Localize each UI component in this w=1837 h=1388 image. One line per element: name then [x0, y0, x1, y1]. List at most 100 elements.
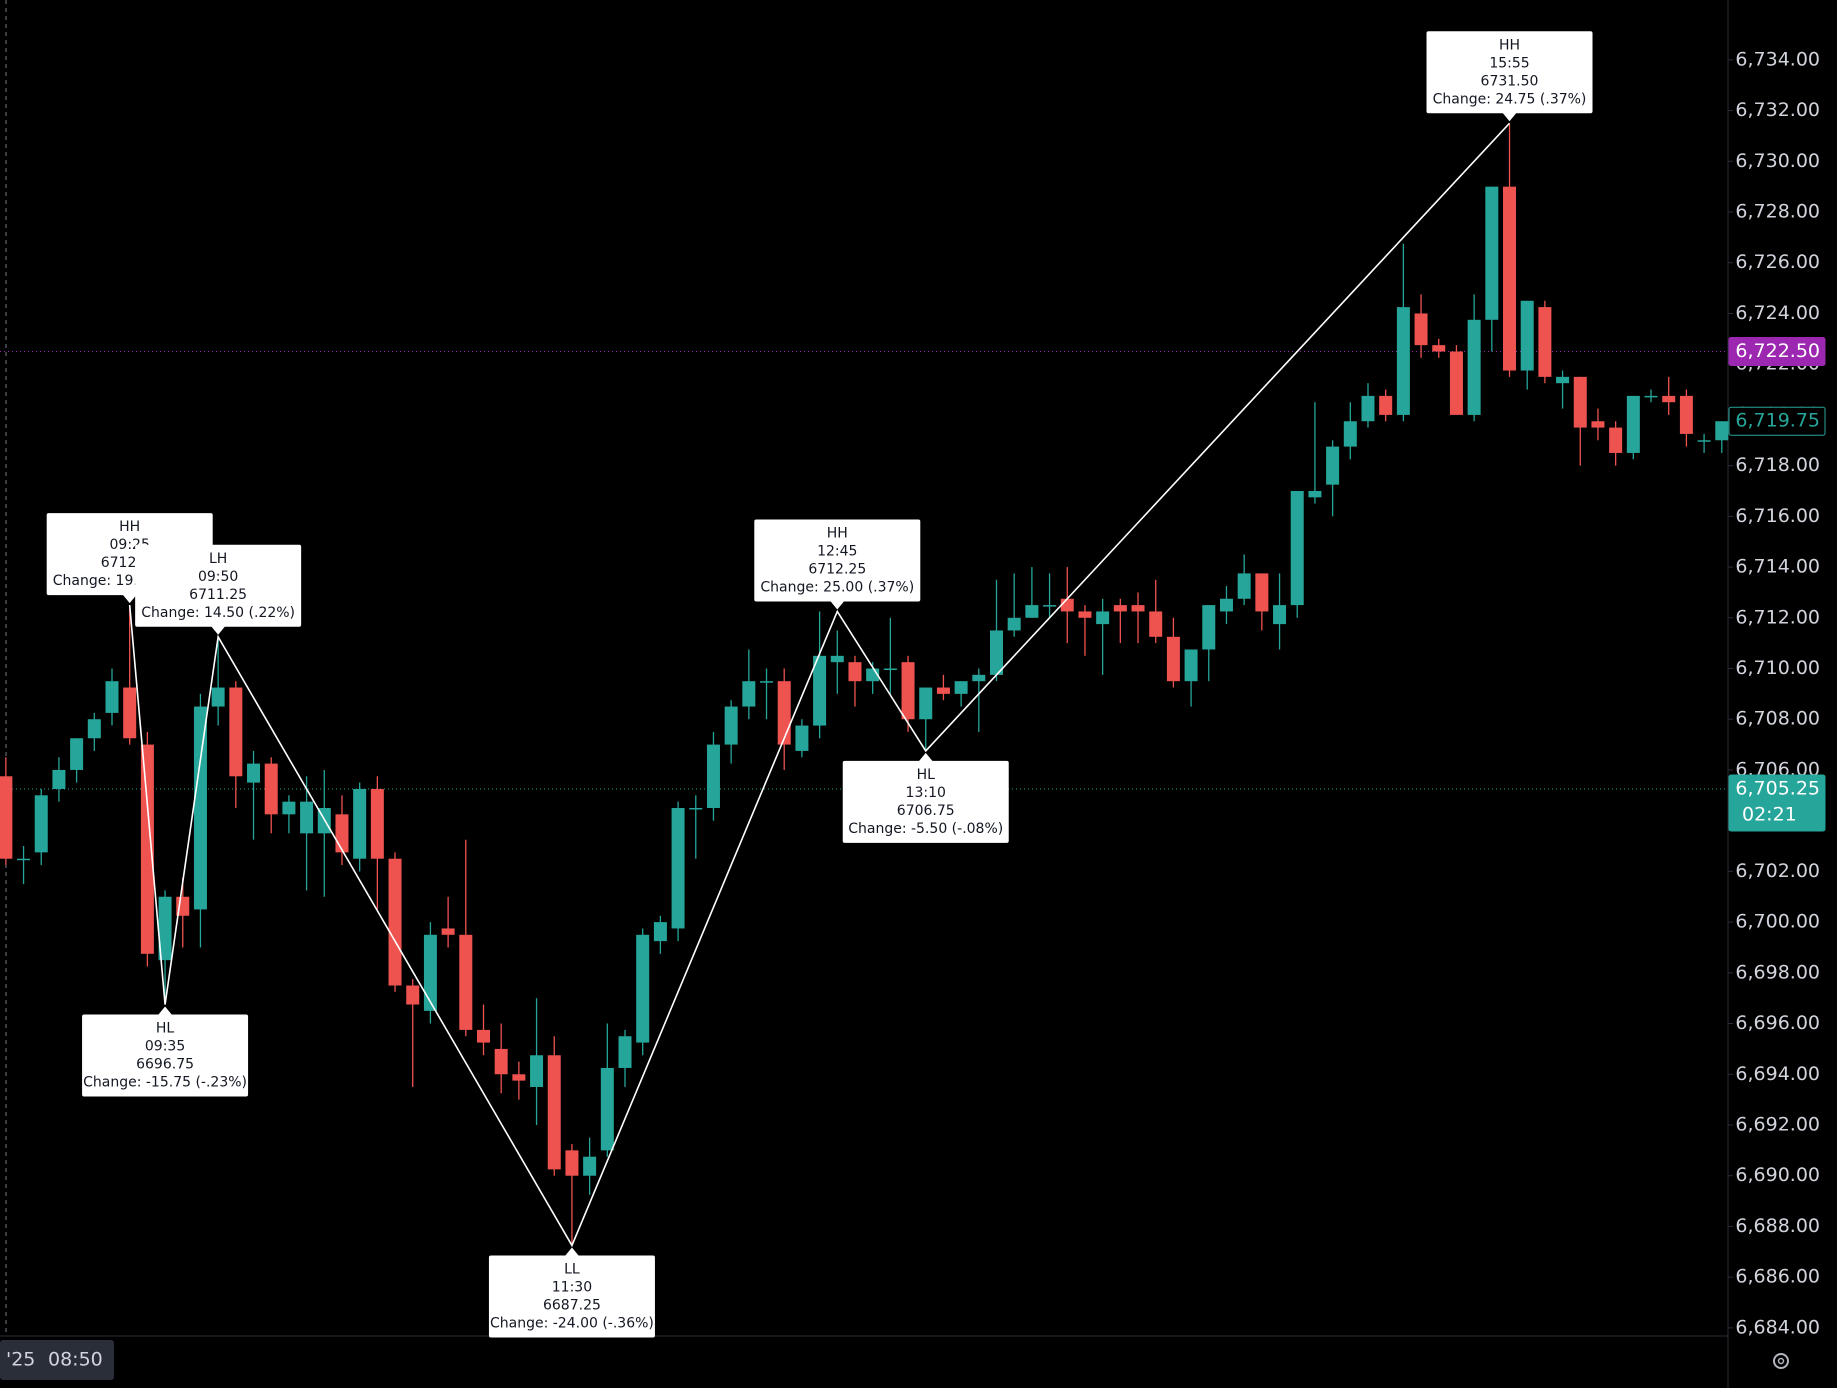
candle-body	[830, 655, 844, 663]
candle-body	[1503, 186, 1517, 371]
candle-body	[388, 858, 402, 986]
candle-body	[848, 662, 862, 682]
candle-body	[671, 807, 685, 929]
candle-body	[919, 687, 933, 720]
pivot-label-box	[82, 1014, 249, 1097]
pivot-change: Change: -5.50 (-.08%)	[848, 821, 1003, 837]
candle-body	[247, 763, 261, 783]
price-marker-box	[1728, 336, 1826, 366]
y-tick-label: 6,690.00	[1735, 1164, 1820, 1186]
y-tick-label: 6,718.00	[1735, 454, 1820, 476]
pivot-price: 6712.25	[808, 561, 866, 577]
candle-body	[1432, 345, 1446, 352]
candle-body	[1078, 611, 1092, 618]
candle-body	[353, 788, 367, 859]
candle-body	[565, 1150, 579, 1176]
pivot-label: LL 11:30 6687.25 Change: -24.00 (-.36%)	[488, 1247, 655, 1338]
candle-body	[1060, 598, 1074, 612]
candle-body	[211, 687, 225, 707]
pivot-type: HL	[156, 1021, 175, 1037]
y-tick-label: 6,696.00	[1735, 1012, 1820, 1034]
zigzag-line	[128, 122, 1511, 1248]
candle-body	[1573, 376, 1587, 428]
candle-body	[282, 801, 296, 815]
y-tick-label: 6,710.00	[1735, 657, 1820, 679]
candle-body	[1273, 605, 1287, 625]
candle-body	[1679, 395, 1693, 434]
pivot-pointer	[122, 594, 137, 604]
candle-body	[229, 687, 243, 777]
pivot-type: LL	[564, 1261, 580, 1277]
pivot-pointer	[918, 752, 933, 762]
pivot-pointer	[564, 1247, 579, 1256]
candle-body	[1697, 440, 1711, 442]
candle-body	[1202, 605, 1216, 650]
candle-body	[901, 662, 915, 720]
candle-body	[1326, 446, 1340, 485]
candle-body	[1715, 421, 1729, 441]
pivot-label-box	[135, 544, 302, 627]
candle-body	[123, 687, 137, 739]
pivot-label-box	[754, 519, 921, 602]
candle-body	[1361, 395, 1375, 422]
candle-body	[1166, 636, 1180, 682]
candle-body	[52, 769, 66, 789]
candle-body	[1184, 649, 1198, 682]
candle-body	[1043, 605, 1057, 607]
settings-icon[interactable]	[1773, 1353, 1789, 1369]
candle-body	[1255, 573, 1269, 612]
price-marker-label: 6,722.50	[1735, 340, 1820, 362]
candle-body	[1149, 611, 1163, 637]
candle-body	[193, 706, 207, 910]
y-tick-label: 6,688.00	[1735, 1215, 1820, 1237]
candles	[0, 123, 1729, 1246]
time-label-box	[0, 1340, 114, 1380]
candle-body	[547, 1055, 561, 1170]
candle-body	[1025, 605, 1039, 618]
pivot-time: 09:50	[198, 569, 238, 585]
candle-body	[813, 655, 827, 726]
candle-body	[724, 706, 738, 745]
candle-body	[300, 801, 314, 834]
pivot-pointer	[1502, 112, 1517, 122]
candle-body	[158, 896, 172, 961]
y-tick-label: 6,728.00	[1735, 201, 1820, 223]
pivot-label: HH 15:55 6731.50 Change: 24.75 (.37%)	[1426, 31, 1593, 122]
date-label: '25	[6, 1349, 35, 1371]
price-marker-label: 6,719.75	[1735, 410, 1820, 432]
candle-body	[618, 1036, 632, 1068]
pivot-type: HH	[827, 525, 848, 541]
settings-gear[interactable]	[1773, 1353, 1789, 1369]
y-tick-label: 6,686.00	[1735, 1266, 1820, 1288]
candle-body	[936, 687, 950, 694]
y-tick-label: 6,708.00	[1735, 708, 1820, 730]
candle-body	[1591, 421, 1605, 428]
pivot-time: 11:30	[552, 1279, 592, 1295]
candle-body	[1644, 395, 1658, 398]
candle-body	[883, 668, 897, 671]
y-tick-label: 6,714.00	[1735, 556, 1820, 578]
candle-body	[17, 858, 31, 861]
candle-body	[1662, 395, 1676, 403]
pivot-price: 6696.75	[136, 1057, 194, 1073]
pivot-price: 6706.75	[897, 803, 955, 819]
pivot-change: Change: 24.75 (.37%)	[1433, 91, 1587, 107]
y-tick-label: 6,694.00	[1735, 1063, 1820, 1085]
candle-body	[105, 681, 119, 713]
settings-gear-center[interactable]	[1777, 1357, 1785, 1365]
candle-body	[70, 738, 84, 770]
candle-body	[1467, 319, 1481, 415]
candle-body	[335, 814, 349, 853]
candle-body	[954, 681, 968, 694]
candle-body	[777, 681, 791, 745]
pivot-change: Change: 25.00 (.37%)	[760, 579, 914, 595]
y-tick-label: 6,684.00	[1735, 1316, 1820, 1338]
candle-body	[1538, 307, 1552, 377]
pivot-type: HH	[119, 519, 140, 535]
candle-body	[1520, 300, 1534, 371]
candle-body	[653, 922, 667, 942]
candle-body	[1379, 395, 1393, 415]
pivot-pointer	[830, 600, 845, 610]
countdown-label: 02:21	[1742, 803, 1797, 825]
